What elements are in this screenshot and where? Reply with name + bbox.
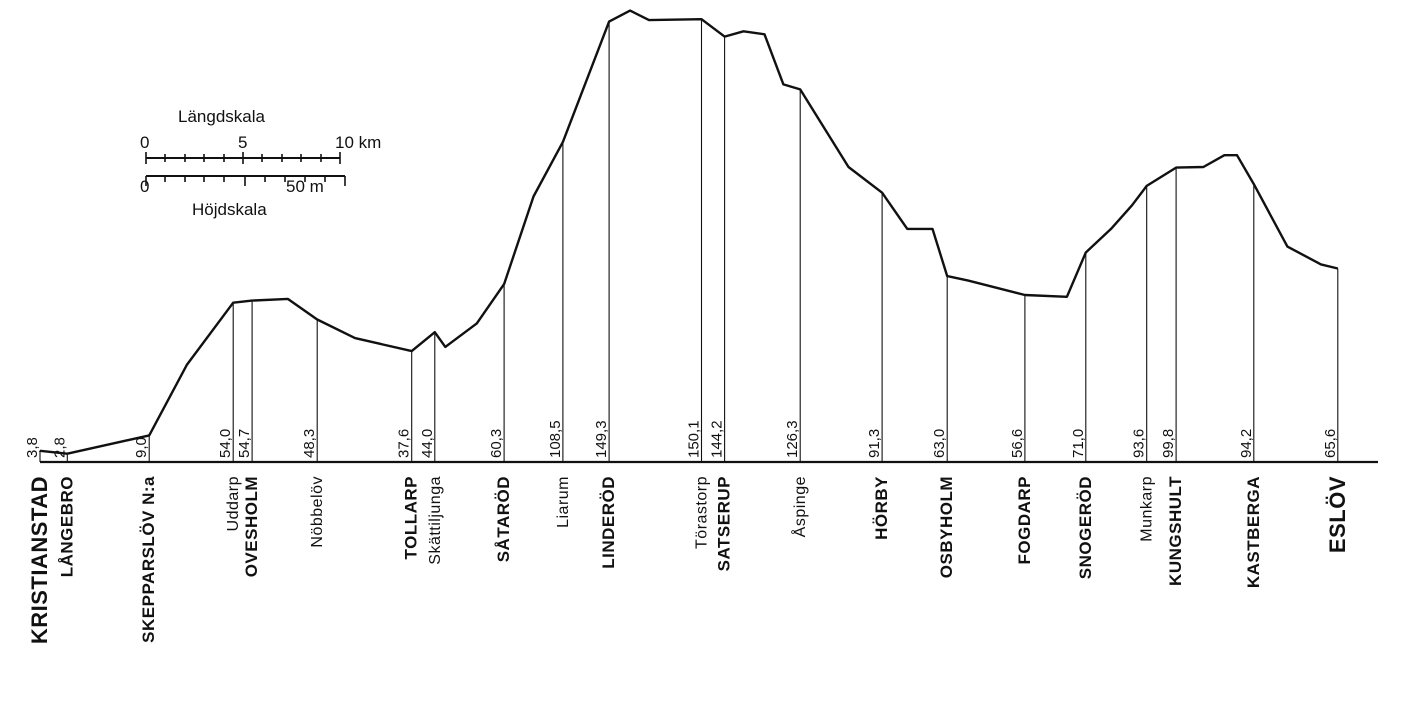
elevation-label: 126,3 [784, 420, 801, 458]
height-scale-ticks [145, 176, 346, 186]
station-name: Uddarp [225, 476, 242, 531]
station-name: KUNGSHULT [1166, 476, 1185, 586]
station-name: SÅTARÖD [494, 476, 513, 562]
station-name: LÅNGEBRO [57, 476, 76, 577]
elevation-label: 150,1 [686, 420, 703, 458]
station-name: OVESHOLM [242, 476, 261, 577]
elevation-label: 91,3 [866, 429, 883, 458]
length-tick-5: 5 [238, 133, 247, 152]
station-name: LINDERÖD [599, 476, 618, 569]
station-name: Liarum [555, 476, 572, 528]
elevation-label: 93,6 [1131, 429, 1148, 458]
elevation-label: 54,0 [217, 429, 234, 458]
elevation-label: 56,6 [1009, 429, 1026, 458]
height-tick-0: 0 [140, 177, 149, 196]
station-name: FOGDARP [1015, 476, 1034, 565]
elevation-label: 60,3 [488, 429, 505, 458]
station-name: OSBYHOLM [937, 476, 956, 578]
elevation-label: 99,8 [1160, 429, 1177, 458]
elevation-label: 2,8 [51, 437, 68, 458]
station-name: SATSERUP [715, 476, 734, 571]
elevation-label: 63,0 [931, 429, 948, 458]
station-name: Skättiljunga [427, 476, 444, 565]
elevation-profile-line [38, 9, 1339, 455]
station-name: HÖRBY [872, 476, 891, 540]
station-name: Nöbbelöv [309, 476, 326, 548]
station-name: Törastorp [694, 476, 711, 549]
elevation-label: 65,6 [1322, 429, 1339, 458]
station-name: ESLÖV [1325, 476, 1350, 553]
station-name: KASTBERGA [1244, 476, 1263, 588]
elevation-label: 54,7 [236, 429, 253, 458]
length-scale-ticks [145, 152, 341, 164]
elevation-label: 149,3 [593, 420, 610, 458]
station-name: Åspinge [790, 476, 809, 537]
elevation-label: 9,0 [133, 437, 150, 458]
station-name: KRISTIANSTAD [27, 476, 52, 644]
height-scale-title: Höjdskala [192, 200, 267, 219]
length-tick-0: 0 [140, 133, 149, 152]
elevation-label: 94,2 [1238, 429, 1255, 458]
station-name: Munkarp [1139, 476, 1156, 542]
elevation-label: 108,5 [547, 420, 564, 458]
height-tick-50m: 50 m [286, 177, 324, 196]
station-labels: 3,8 KRISTIANSTAD 2,8 LÅNGEBRO 9,0 SKEPPARSLÖV… [24, 420, 1350, 644]
length-scale-title: Längdskala [178, 107, 266, 126]
elevation-label: 3,8 [24, 437, 41, 458]
elevation-label: 144,2 [709, 420, 726, 458]
elevation-label: 71,0 [1070, 429, 1087, 458]
elevation-label: 44,0 [419, 429, 436, 458]
elevation-label: 37,6 [396, 429, 413, 458]
station-name: SNOGERÖD [1076, 476, 1095, 579]
length-tick-10km: 10 km [335, 133, 381, 152]
station-verticals [39, 19, 1339, 462]
station-name: SKEPPARSLÖV N:a [139, 476, 158, 643]
scale-legend: Längdskala 0 5 10 km [140, 107, 381, 219]
station-name: TOLLARP [402, 476, 421, 559]
elevation-label: 48,3 [301, 429, 318, 458]
